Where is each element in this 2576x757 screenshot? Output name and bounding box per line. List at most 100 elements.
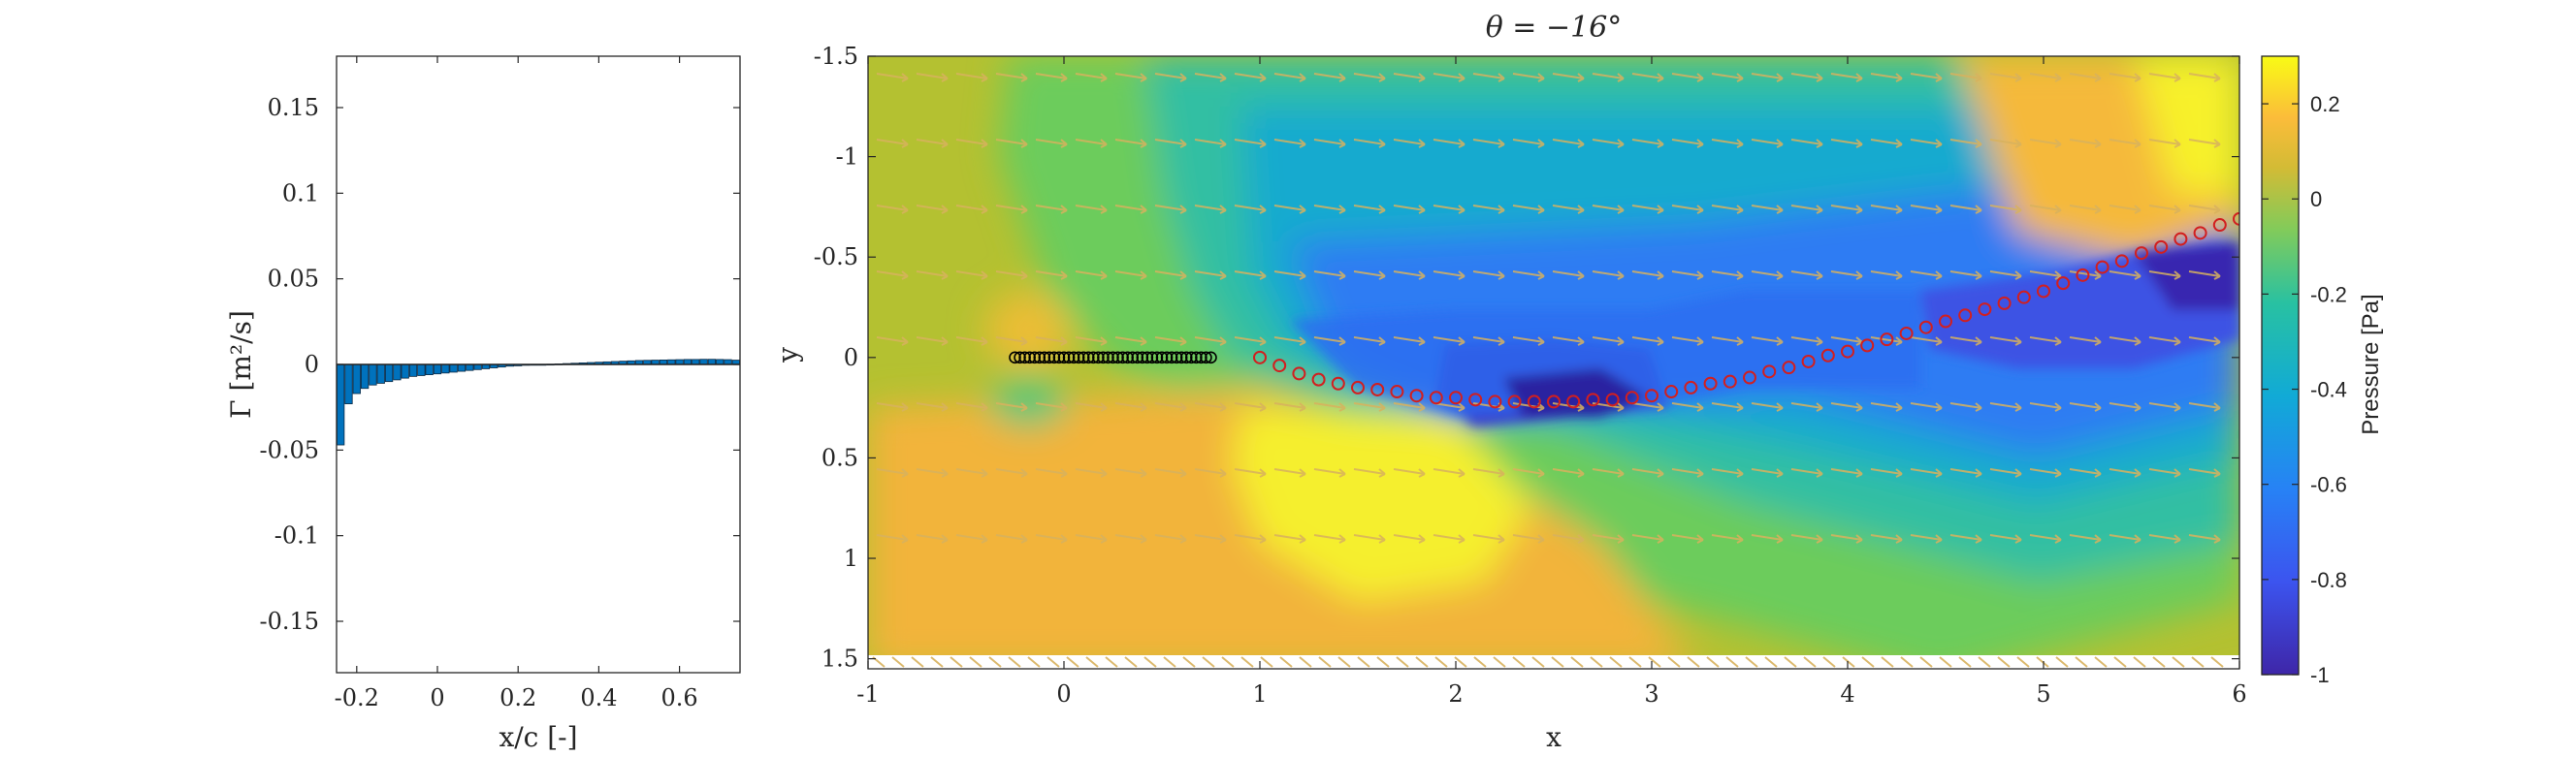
body-point [1205,351,1217,364]
body-point [1052,351,1066,364]
wake-point [1684,380,1698,394]
wake-point [1292,366,1306,381]
wake-point [1820,348,1835,363]
wake-point [1939,314,1952,329]
body-point [1081,351,1095,364]
bar [417,363,426,376]
body-point [1141,351,1154,364]
bar-chart-x-label: x/c [-] [499,721,577,753]
wake-point [2056,276,2071,291]
body-point [1097,351,1110,364]
wake-point [1527,394,1541,409]
bar [707,359,717,365]
y-tick-label: 1 [844,545,858,572]
body-point [1155,351,1169,364]
wake-point [2174,232,2188,246]
bar [376,363,385,384]
wake-point [1762,364,1777,379]
colorbar-tick-label: -0.2 [2310,282,2347,306]
wake-point [1918,320,1933,334]
body-point [1014,351,1026,364]
y-tick-label: 0.05 [268,266,319,293]
body-points [1009,351,1217,364]
wake-point [2212,218,2227,233]
bar [408,363,418,377]
body-point [1179,351,1193,364]
body-point [1150,351,1164,364]
x-tick-label: -1 [856,680,879,708]
wake-point [1507,394,1522,409]
x-tick-label: -0.2 [335,684,379,711]
x-tick-label: 5 [2036,680,2050,708]
x-tick-label: 0.6 [661,684,698,711]
colorbar: 0.2 0 -0.2 -0.4 -0.6 -0.8 -1 Pressure [Pa] [2261,55,2384,687]
field-chart-title: θ = −16° [1486,11,1623,45]
wake-point [2193,226,2207,240]
wake-point [1743,370,1756,385]
wake-point [2095,260,2109,274]
colorbar-tick-label: -0.4 [2310,378,2347,402]
velocity-arrows [876,73,2221,544]
body-point [1009,351,1021,364]
bar [401,363,409,379]
bar [692,359,700,365]
body-point [1165,351,1178,364]
bar [683,359,692,365]
wake-point [1997,296,2012,310]
body-point [1121,351,1134,364]
wake-point [2135,246,2148,261]
bar [699,359,708,365]
body-point [1077,351,1090,364]
wake-point [1645,389,1658,403]
bar [449,363,458,373]
bar-chart-y-label: Γ [m²/s] [225,310,257,419]
body-point [1136,351,1149,364]
bar [393,363,402,381]
field-chart-axes-box [867,55,2240,670]
x-tick-label: 6 [2232,680,2246,708]
colorbar-tick-label: 0 [2310,187,2322,211]
wake-point [1860,338,1875,353]
wake-point [2154,239,2169,254]
wake-point [1801,354,1816,368]
bar [360,363,370,390]
y-tick-label: -0.1 [274,522,319,550]
body-point [1145,351,1159,364]
body-point [1018,351,1031,364]
colorbar-label: Pressure [Pa] [2358,294,2384,434]
body-point [1170,351,1183,364]
body-point [1067,351,1080,364]
x-tick-label: 4 [1840,680,1854,708]
body-point [1195,351,1208,364]
y-tick-label: 1.5 [821,646,858,673]
body-point [1107,351,1119,364]
wake-point [1351,380,1365,394]
wake-point [1429,391,1443,405]
bar [344,363,353,405]
wake-point [1409,389,1424,403]
body-point [1047,351,1061,364]
y-tick-label: -0.15 [259,608,319,635]
wake-point [1370,382,1385,396]
body-point [1033,351,1046,364]
body-point [1102,351,1114,364]
wake-point [1488,394,1502,409]
field-chart-x-ticks: -1 0 1 2 3 4 5 6 [856,56,2247,708]
wake-point [2037,284,2050,299]
bar [466,363,474,371]
wake-point [1782,361,1796,375]
wake-point [1566,394,1581,409]
bar [425,363,434,376]
body-point [1057,351,1071,364]
body-point [1028,351,1041,364]
body-point [1116,351,1129,364]
y-tick-label: -0.5 [814,243,858,270]
wake-points [1253,211,2239,409]
wake-point [1605,393,1620,407]
wake-point [1331,376,1345,391]
bar [473,363,482,370]
bar [369,363,377,386]
bar [337,363,345,446]
x-tick-label: 0 [430,684,444,711]
